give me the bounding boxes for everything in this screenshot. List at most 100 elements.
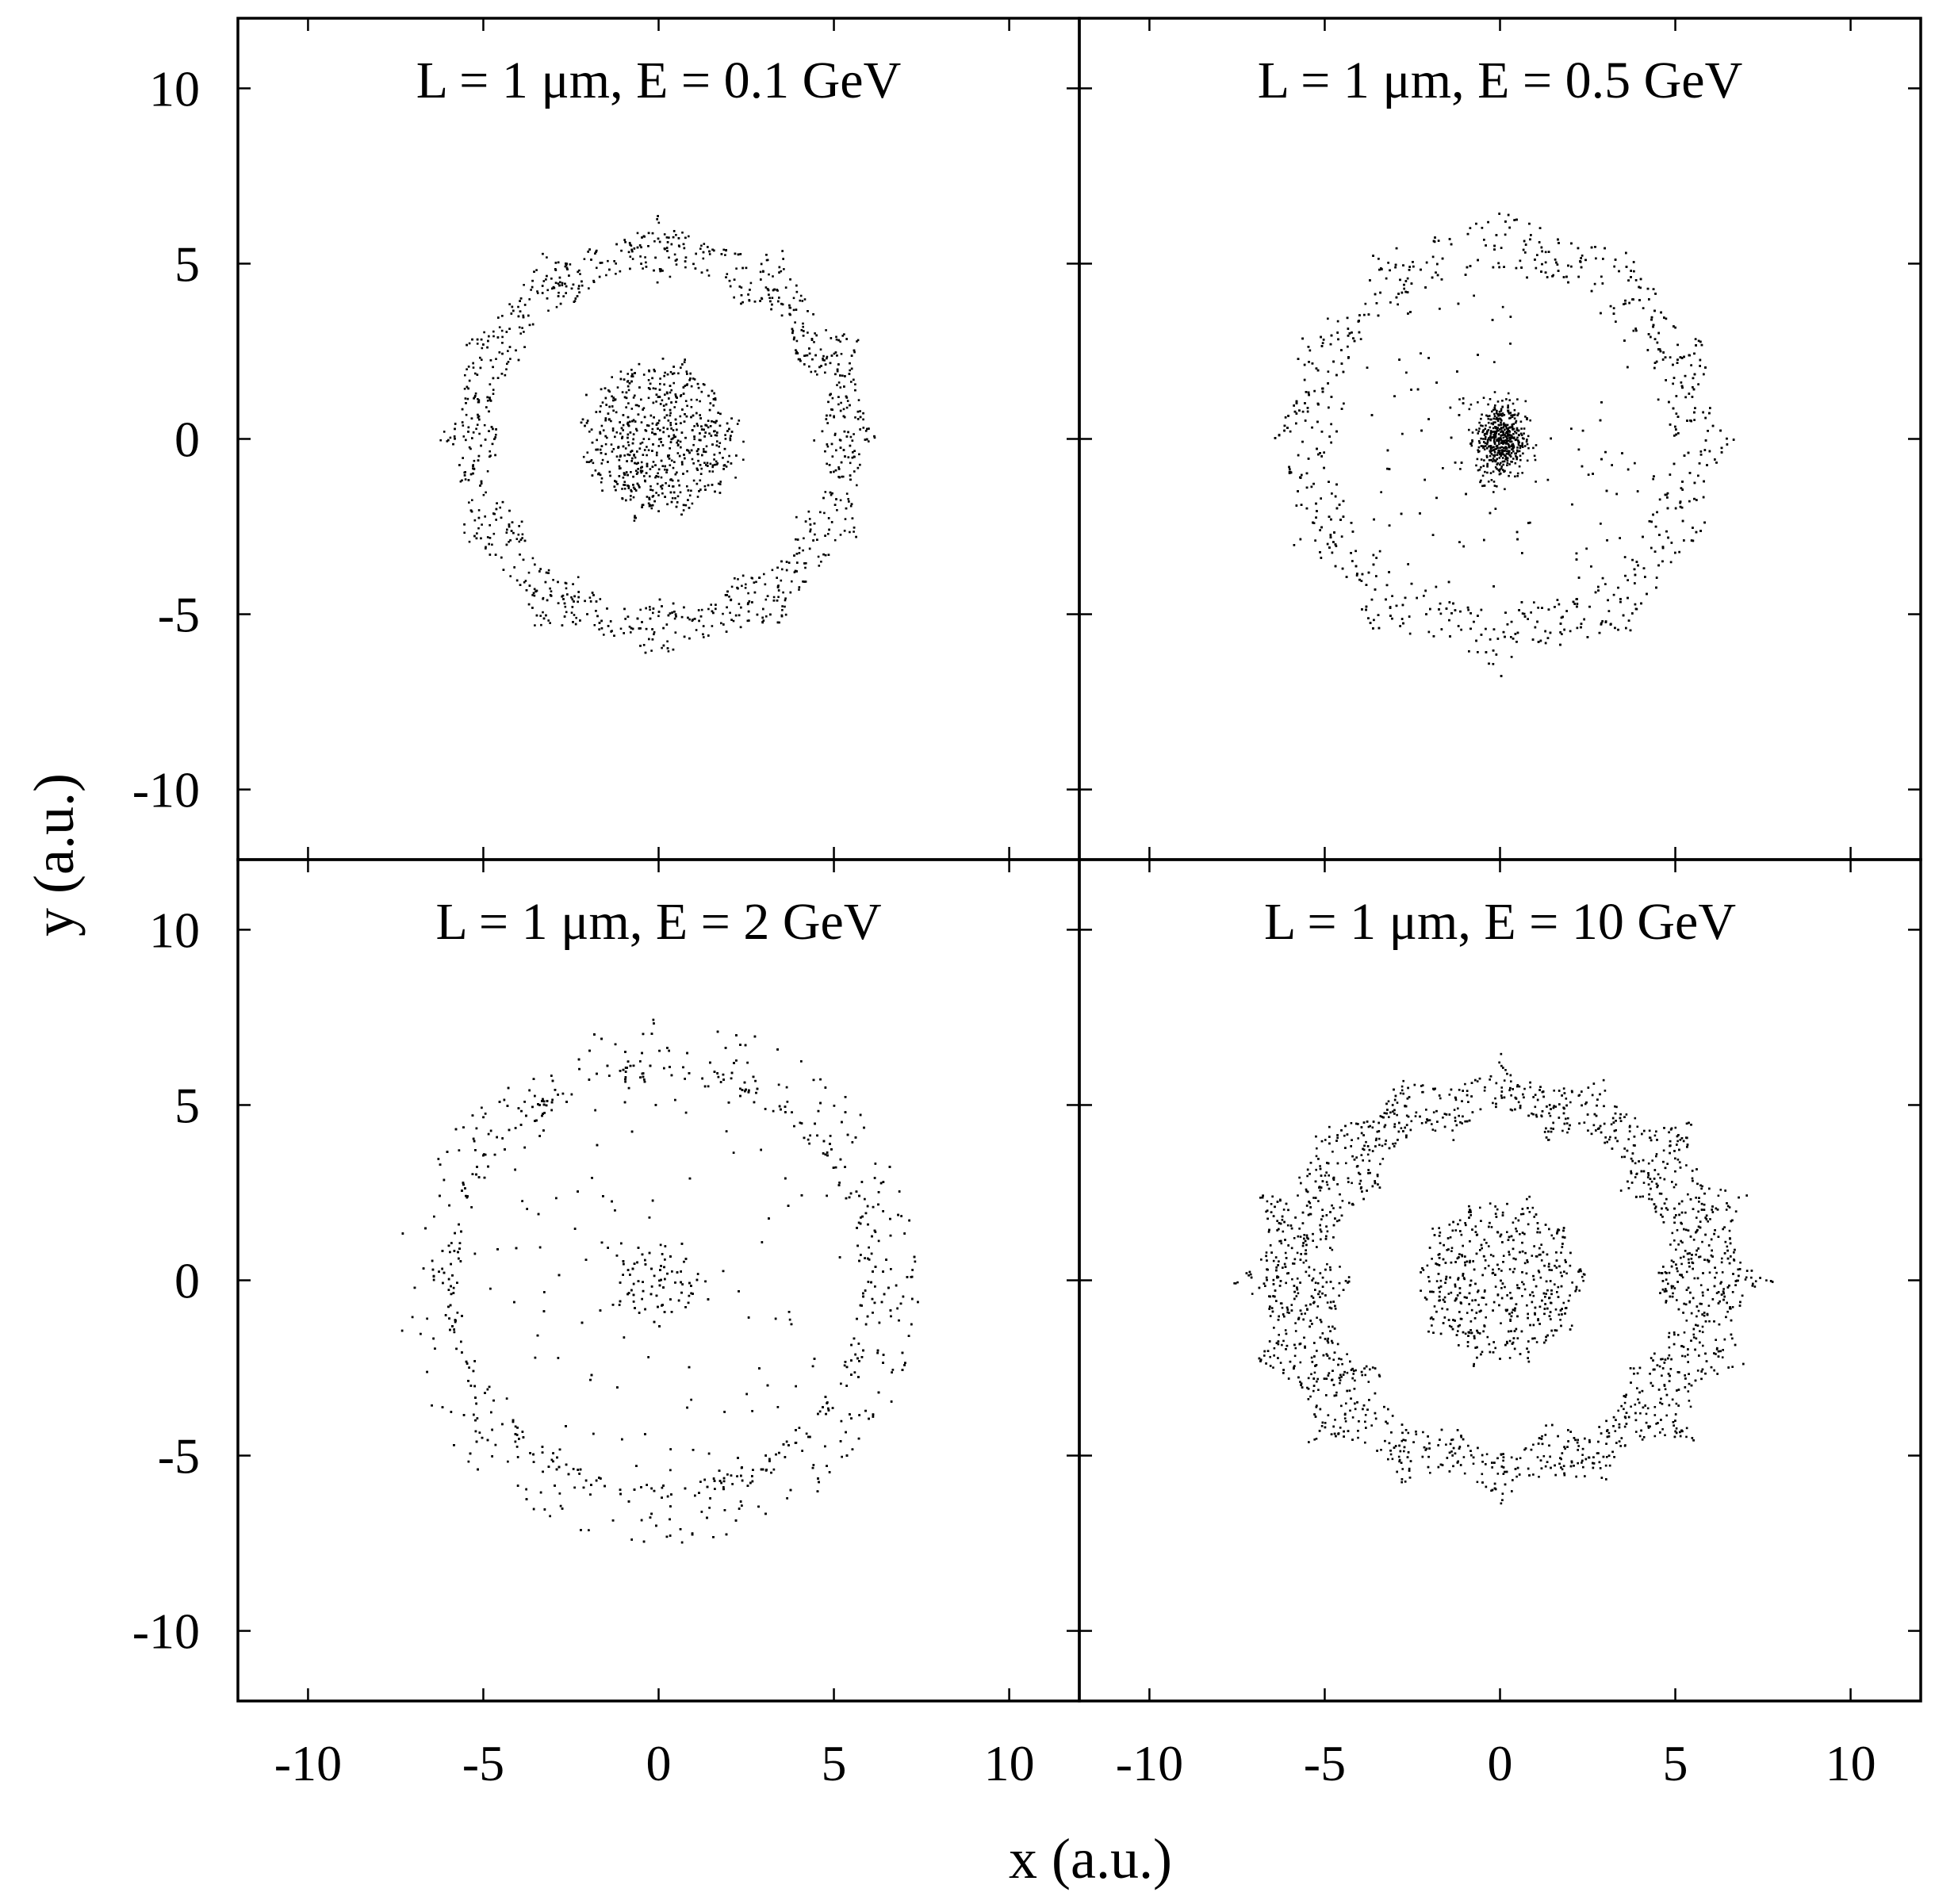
- scatter-point: [1533, 601, 1535, 603]
- scatter-point: [648, 496, 650, 500]
- scatter-point: [1666, 507, 1669, 510]
- scatter-point: [1506, 437, 1509, 440]
- scatter-point: [707, 246, 709, 248]
- scatter-point: [551, 287, 554, 290]
- scatter-point: [726, 422, 729, 425]
- scatter-point: [709, 462, 712, 465]
- scatter-point: [489, 450, 491, 453]
- scatter-point: [1486, 442, 1489, 446]
- scatter-point: [859, 463, 861, 466]
- scatter-point: [1524, 416, 1527, 418]
- scatter-point: [803, 580, 806, 583]
- scatter-point: [724, 438, 727, 440]
- scatter-point: [588, 287, 590, 289]
- scatter-point: [845, 338, 848, 340]
- scatter-point: [1594, 591, 1597, 594]
- scatter-point: [1327, 317, 1329, 320]
- scatter-point: [1485, 435, 1487, 439]
- scatter-point: [703, 450, 705, 453]
- scatter-point: [800, 329, 803, 331]
- scatter-point: [740, 302, 742, 305]
- scatter-point: [1502, 442, 1504, 445]
- scatter-point: [637, 462, 639, 465]
- scatter-point: [656, 218, 658, 220]
- scatter-point: [593, 624, 596, 626]
- scatter-point: [1297, 454, 1300, 457]
- scatter-point: [1289, 430, 1292, 433]
- scatter-point: [600, 452, 603, 454]
- scatter-point: [472, 467, 475, 470]
- scatter-point: [473, 397, 475, 400]
- scatter-point: [747, 293, 749, 296]
- scatter-point: [1500, 449, 1503, 451]
- scatter-point: [1505, 456, 1508, 458]
- scatter-point: [723, 464, 726, 466]
- scatter-point: [557, 261, 560, 264]
- scatter-point: [546, 274, 548, 278]
- scatter-point: [850, 354, 853, 357]
- scatter-point: [489, 554, 492, 556]
- scatter-point: [1408, 615, 1411, 618]
- scatter-point: [621, 391, 624, 393]
- scatter-point: [1493, 455, 1496, 458]
- scatter-point: [776, 621, 780, 624]
- scatter-point: [494, 454, 496, 457]
- scatter-point: [849, 531, 851, 534]
- scatter-point: [658, 419, 661, 422]
- scatter-point: [542, 252, 544, 255]
- scatter-point: [713, 454, 716, 456]
- scatter-point: [729, 611, 731, 615]
- scatter-point: [1659, 350, 1662, 353]
- scatter-point: [1366, 366, 1369, 369]
- scatter-point: [1330, 396, 1333, 398]
- scatter-point: [1506, 433, 1509, 435]
- scatter-point: [699, 247, 702, 250]
- scatter-point: [1435, 496, 1438, 500]
- scatter-point: [1482, 446, 1485, 449]
- scatter-point: [1496, 413, 1499, 416]
- scatter-point: [759, 300, 761, 302]
- scatter-point: [720, 253, 723, 255]
- scatter-point: [807, 331, 809, 334]
- scatter-point: [1580, 626, 1582, 629]
- scatter-point: [1726, 437, 1728, 440]
- scatter-point: [1477, 401, 1479, 404]
- scatter-point: [649, 414, 653, 417]
- scatter-point: [645, 430, 648, 432]
- scatter-point: [672, 437, 674, 440]
- scatter-point: [720, 622, 722, 625]
- scatter-point: [1515, 431, 1518, 435]
- scatter-point: [603, 634, 605, 636]
- scatter-point: [558, 291, 560, 294]
- scatter-point: [505, 368, 508, 370]
- scatter-point: [1440, 278, 1443, 281]
- scatter-point: [622, 429, 624, 431]
- scatter-point: [1365, 584, 1368, 586]
- scatter-point: [1494, 426, 1496, 428]
- scatter-point: [1484, 442, 1487, 445]
- scatter-point: [1526, 276, 1528, 279]
- scatter-point: [780, 314, 784, 317]
- scatter-point: [1498, 438, 1500, 441]
- scatter-point: [1500, 415, 1504, 417]
- scatter-point: [1496, 463, 1498, 465]
- scatter-point: [693, 425, 695, 427]
- scatter-point: [1687, 451, 1690, 454]
- scatter-point: [647, 232, 650, 235]
- scatter-point: [795, 351, 798, 354]
- scatter-point: [785, 561, 788, 563]
- scatter-point: [1493, 406, 1496, 409]
- scatter-point: [617, 446, 619, 449]
- scatter-point: [1652, 477, 1654, 481]
- scatter-point: [1526, 418, 1528, 421]
- scatter-point: [1615, 492, 1618, 496]
- scatter-point: [1423, 595, 1425, 597]
- scatter-point: [1503, 266, 1505, 268]
- scatter-point: [1440, 628, 1443, 630]
- scatter-point: [449, 436, 452, 439]
- scatter-point: [576, 295, 579, 297]
- panel-2-points: [1274, 213, 1735, 677]
- scatter-point: [690, 406, 693, 408]
- scatter-point: [1500, 435, 1502, 437]
- scatter-point: [1666, 492, 1669, 495]
